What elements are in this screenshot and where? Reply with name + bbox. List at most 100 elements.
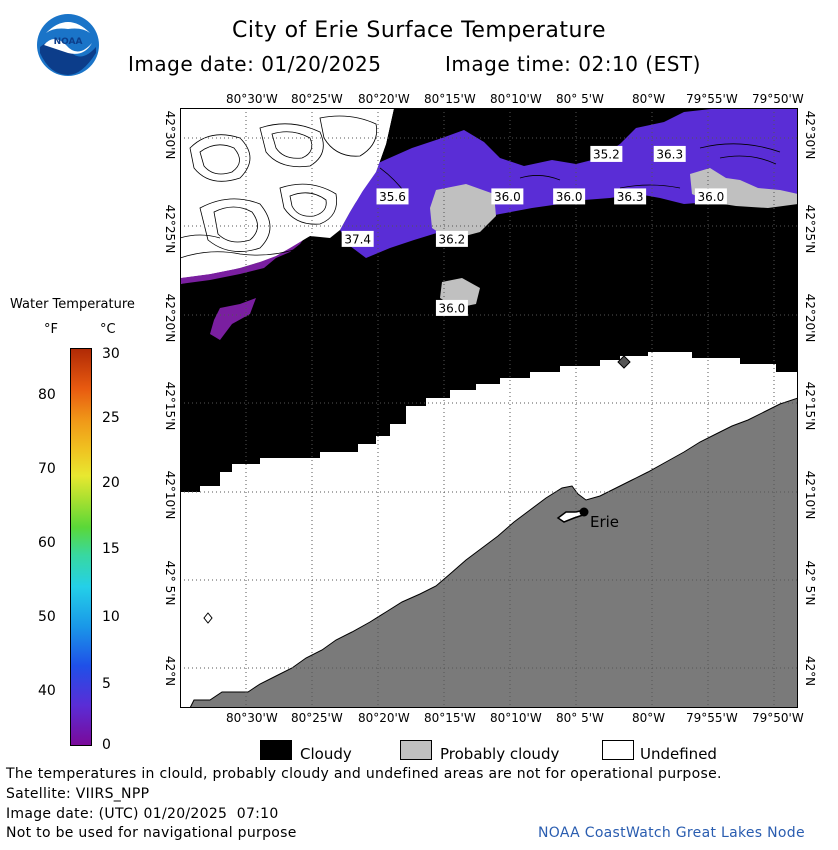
lat-label-left-5: 42° 5'N xyxy=(163,560,177,606)
lon-label-bottom-7: 79°55'W xyxy=(686,711,738,725)
legend-c-tick-20: 20 xyxy=(102,475,120,491)
lat-label-right-5: 42° 5'N xyxy=(803,560,817,606)
erie-city-marker xyxy=(579,507,589,517)
nav-warning: Not to be used for navigational purpose xyxy=(6,825,297,841)
disclaimer: The temperatures in clould, probably clo… xyxy=(6,766,722,782)
sst-label-text: 36.3 xyxy=(617,190,644,204)
sst-label-text: 36.2 xyxy=(439,232,466,246)
lon-label-bottom-6: 80°W xyxy=(632,711,666,725)
sst-label: 36.0 xyxy=(491,188,524,205)
legend-f-tick-70: 70 xyxy=(38,461,56,477)
lat-label-right-6: 42°N xyxy=(803,655,817,687)
legend-swatch-cloudy xyxy=(260,740,292,760)
sst-label-box xyxy=(614,188,647,205)
lon-label-top-2: 80°20'W xyxy=(358,92,410,106)
sst-label: 36.0 xyxy=(694,188,727,205)
lat-label-right-4: 42°10'N xyxy=(803,470,817,520)
sst-label-box xyxy=(491,188,524,205)
sst-map: 35.2 36.3 35.6 36.0 36.0 36.3 36.0 37.4 36.2 36.0 xyxy=(180,108,798,708)
sst-label: 36.0 xyxy=(435,299,468,316)
legend-c-tick-10: 10 xyxy=(102,609,120,625)
lon-label-top-1: 80°25'W xyxy=(291,92,343,106)
sst-label-box xyxy=(694,188,727,205)
legend-label-cloudy: Cloudy xyxy=(300,745,352,763)
image-time: Image time: 02:10 (EST) xyxy=(445,52,701,76)
sst-label-text: 36.0 xyxy=(698,190,725,204)
sst-label-box xyxy=(376,188,409,205)
noaa-logo: NOAA xyxy=(36,13,100,77)
sst-label-box xyxy=(590,145,623,162)
legend-f-tick-40: 40 xyxy=(38,683,56,699)
lon-label-bottom-5: 80° 5'W xyxy=(556,711,604,725)
sst-label: 37.4 xyxy=(341,230,374,247)
legend-f-tick-60: 60 xyxy=(38,535,56,551)
marker-diamond-cloud xyxy=(617,355,631,369)
sst-labels: 35.2 36.3 35.6 36.0 36.0 36.3 36.0 37.4 36.2 36.0 xyxy=(341,145,727,316)
legend-label-probably-cloudy: Probably cloudy xyxy=(440,745,560,763)
sst-label: 36.2 xyxy=(435,230,468,247)
legend-f-tick-50: 50 xyxy=(38,609,56,625)
map-frame xyxy=(180,108,798,708)
sst-label-box xyxy=(341,230,374,247)
lon-label-bottom-2: 80°20'W xyxy=(358,711,410,725)
graticule xyxy=(180,108,798,708)
image-date: Image date: 01/20/2025 xyxy=(128,52,382,76)
sst-label: 36.3 xyxy=(614,188,647,205)
sst-label-box xyxy=(653,145,686,162)
sst-label: 36.0 xyxy=(553,188,586,205)
lat-label-left-4: 42°10'N xyxy=(163,470,177,520)
contour-region xyxy=(180,108,394,278)
purple-water-patch-west xyxy=(210,298,256,340)
legend-c-tick-5: 5 xyxy=(102,676,111,692)
legend-c-tick-30: 30 xyxy=(102,346,120,362)
city-label-erie: Erie xyxy=(590,513,620,531)
sst-label-text: 36.0 xyxy=(556,190,583,204)
lon-label-top-3: 80°15'W xyxy=(424,92,476,106)
sst-label-text: 36.0 xyxy=(494,190,521,204)
lon-label-top-5: 80° 5'W xyxy=(556,92,604,106)
lon-label-top-7: 79°55'W xyxy=(686,92,738,106)
legend-swatch-probably-cloudy xyxy=(400,740,432,760)
sst-label-text: 37.4 xyxy=(344,232,371,246)
sst-label: 35.2 xyxy=(590,145,623,162)
lat-label-left-1: 42°25'N xyxy=(163,204,177,254)
sst-map-canvas: 35.2 36.3 35.6 36.0 36.0 36.3 36.0 37.4 36.2 36.0 xyxy=(180,108,798,708)
lon-label-bottom-8: 79°50'W xyxy=(752,711,804,725)
lat-label-right-0: 42°30'N xyxy=(803,110,817,160)
legend-title: Water Temperature xyxy=(10,297,135,312)
lon-label-bottom-3: 80°15'W xyxy=(424,711,476,725)
sst-label-box xyxy=(553,188,586,205)
legend-unit-c: °C xyxy=(100,322,116,337)
sst-label-text: 35.2 xyxy=(593,147,620,161)
sst-label: 36.3 xyxy=(653,145,686,162)
lat-label-right-1: 42°25'N xyxy=(803,204,817,254)
lat-label-right-3: 42°15'N xyxy=(803,381,817,431)
lat-label-right-2: 42°20'N xyxy=(803,293,817,343)
legend-colorbar xyxy=(70,348,92,746)
lon-label-bottom-0: 80°30'W xyxy=(226,711,278,725)
page-title: City of Erie Surface Temperature xyxy=(231,18,607,43)
legend-c-tick-25: 25 xyxy=(102,410,120,426)
lon-label-top-0: 80°30'W xyxy=(226,92,278,106)
lon-label-top-6: 80°W xyxy=(632,92,666,106)
marker-diamond-west xyxy=(203,612,213,624)
legend-swatch-undefined xyxy=(602,740,634,760)
lon-label-top-4: 80°10'W xyxy=(490,92,542,106)
credit: NOAA CoastWatch Great Lakes Node xyxy=(538,825,805,841)
legend-label-undefined: Undefined xyxy=(640,745,717,763)
noaa-logo-text: NOAA xyxy=(54,37,83,47)
legend-f-tick-80: 80 xyxy=(38,387,56,403)
lon-label-bottom-1: 80°25'W xyxy=(291,711,343,725)
sst-label-text: 36.0 xyxy=(439,301,466,315)
legend-unit-f: °F xyxy=(44,322,58,337)
lon-label-top-8: 79°50'W xyxy=(752,92,804,106)
sst-label-text: 35.6 xyxy=(379,190,406,204)
sst-label-text: 36.3 xyxy=(656,147,683,161)
lat-label-left-3: 42°15'N xyxy=(163,381,177,431)
legend-c-tick-0: 0 xyxy=(102,737,111,753)
sst-label-box xyxy=(435,299,468,316)
sst-label: 35.6 xyxy=(376,188,409,205)
legend-c-tick-15: 15 xyxy=(102,541,120,557)
satellite-info: Satellite: VIIRS_NPP xyxy=(6,786,150,802)
lat-label-left-0: 42°30'N xyxy=(163,110,177,160)
